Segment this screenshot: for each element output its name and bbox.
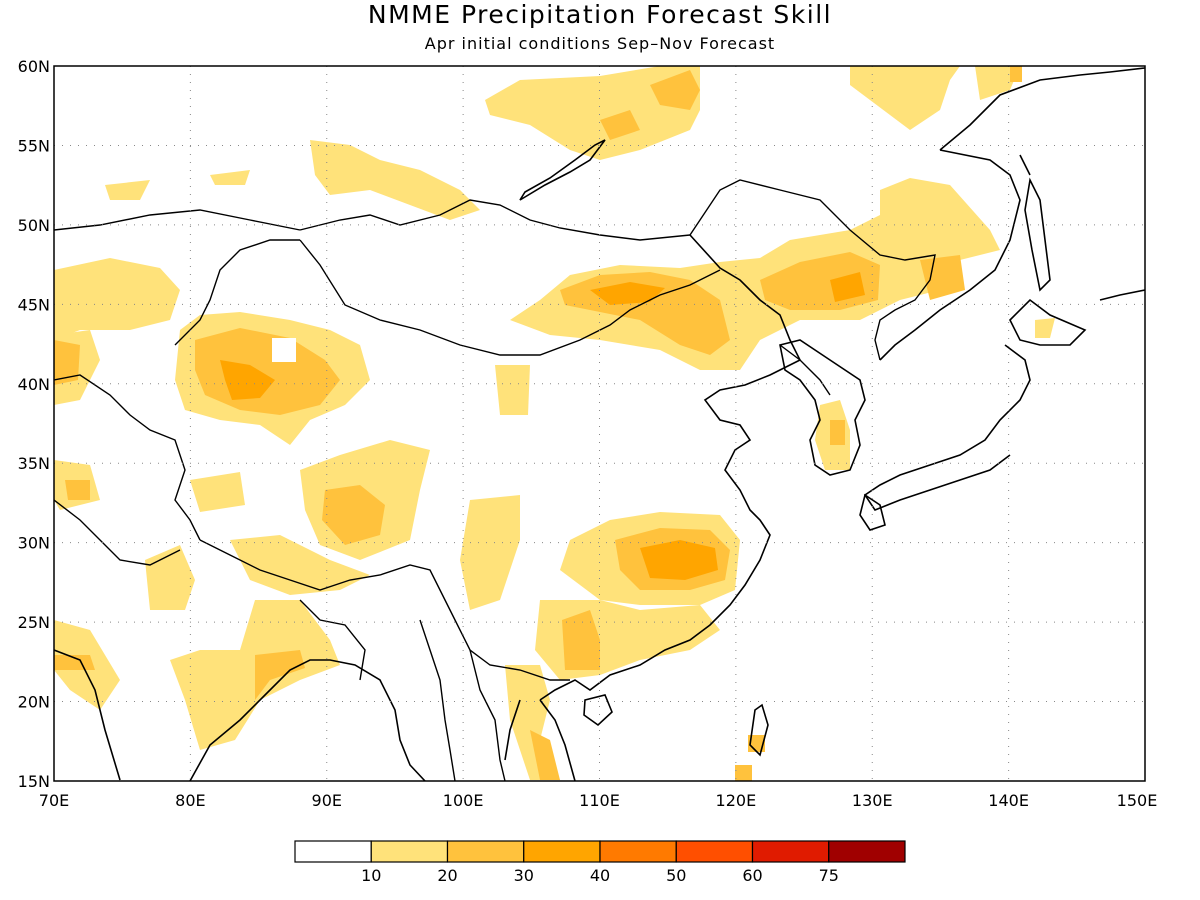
border-central-asia xyxy=(54,374,201,541)
colorbar-label: 10 xyxy=(361,866,381,885)
skill-region-west-small xyxy=(105,180,150,200)
lon-tick-label: 140E xyxy=(988,791,1029,810)
lon-tick-label: 80E xyxy=(175,791,205,810)
skill-region-xinjiang-hole xyxy=(272,338,296,362)
japan-hokkaido xyxy=(1009,298,1087,346)
colorbar-swatch xyxy=(370,840,449,863)
skill-region-mongolia-west xyxy=(310,140,480,220)
skill-region-korea-core xyxy=(830,420,845,445)
skill-region-amur-core xyxy=(920,255,965,300)
skill-region-sichuan xyxy=(460,495,520,610)
japan-honshu xyxy=(863,344,1031,511)
korea-peninsula xyxy=(779,339,866,476)
lon-tick-label: 100E xyxy=(443,791,484,810)
skill-region-indochina xyxy=(505,665,560,780)
skill-region-north-band xyxy=(485,66,700,160)
china-coast xyxy=(539,234,802,701)
skill-region-west-siberia xyxy=(210,170,250,185)
colorbar-swatch xyxy=(294,840,372,863)
lon-tick-label: 120E xyxy=(716,791,757,810)
colorbar-label: 40 xyxy=(590,866,610,885)
colorbar-swatch xyxy=(675,840,754,863)
map-subtitle: Apr initial conditions Sep–Nov Forecast xyxy=(424,34,776,53)
skill-region-baikal-core xyxy=(600,110,640,140)
lat-tick-label: 20N xyxy=(18,693,50,712)
colorbar-label: 50 xyxy=(666,866,686,885)
skill-region-tibet-core xyxy=(322,485,385,545)
skill-region-indochina-core xyxy=(530,730,560,780)
lat-tick-label: 30N xyxy=(18,534,50,553)
lat-tick-label: 55N xyxy=(18,136,50,155)
colorbar-label: 30 xyxy=(514,866,534,885)
lat-tick-label: 40N xyxy=(18,375,50,394)
border-korea-china xyxy=(779,344,831,396)
lat-tick-label: 60N xyxy=(18,57,50,76)
axis-labels: 70E 80E 90E 100E 110E 120E 130E 140E 150E 15N 20N 2… xyxy=(18,57,1158,810)
lon-tick-label: 110E xyxy=(579,791,620,810)
border-himalaya xyxy=(199,539,570,681)
lon-tick-label: 90E xyxy=(312,791,342,810)
hainan-island xyxy=(583,694,613,727)
skill-region-japan-north xyxy=(1035,318,1055,338)
taiwan-island xyxy=(749,703,769,757)
indochina-coast xyxy=(504,699,576,781)
skill-region-west-south-core xyxy=(65,480,90,500)
colorbar-label: 20 xyxy=(437,866,457,885)
india-coast xyxy=(54,649,426,781)
skill-region-baikal-core2 xyxy=(650,70,700,110)
lat-tick-label: 35N xyxy=(18,454,50,473)
skill-region-northeast-peak xyxy=(830,272,865,302)
russia-pacific-coast xyxy=(879,67,1145,361)
skill-region-inner-mongolia xyxy=(510,178,1000,370)
skill-region-far-north-east xyxy=(850,66,960,130)
japan-kyushu xyxy=(859,493,886,531)
colorbar-swatch xyxy=(523,840,601,863)
border-ne-china-russia xyxy=(689,179,936,361)
skill-shading xyxy=(54,66,1055,781)
lon-tick-label: 150E xyxy=(1117,791,1158,810)
colorbar: 10 20 30 40 50 60 75 xyxy=(294,840,906,885)
colorbar-label: 75 xyxy=(819,866,839,885)
border-mongolia-north xyxy=(299,199,691,241)
country-borders xyxy=(54,179,936,781)
skill-region-tibet-west xyxy=(190,472,245,512)
sakhalin-island xyxy=(1024,177,1051,292)
skill-region-himalaya xyxy=(230,535,370,595)
colorbar-swatch xyxy=(828,840,906,863)
colorbar-swatch xyxy=(751,840,830,863)
lon-tick-label: 70E xyxy=(39,791,69,810)
skill-region-ne-small-core xyxy=(1010,66,1022,82)
map-title: NMME Precipitation Forecast Skill xyxy=(367,0,833,29)
skill-region-india-east-core xyxy=(255,650,305,700)
skill-region-gansu xyxy=(495,365,530,415)
colorbar-swatch xyxy=(446,840,525,863)
skill-region-inner-mongolia-peak xyxy=(590,282,665,305)
skill-region-south-china xyxy=(535,600,720,680)
skill-region-south-china-core xyxy=(562,610,600,670)
lake-baikal xyxy=(519,139,606,201)
lat-tick-label: 15N xyxy=(18,772,50,791)
skill-region-yangtze-peak xyxy=(640,540,718,580)
skill-region-west-edge-core xyxy=(54,340,80,385)
map-frame xyxy=(53,65,1146,782)
colorbar-swatch xyxy=(599,840,677,863)
colorbar-label: 60 xyxy=(742,866,762,885)
skill-region-xinjiang-peak xyxy=(220,360,275,400)
coastlines xyxy=(54,67,1145,781)
kamchatka-hint xyxy=(1099,289,1145,301)
skill-region-kazakh xyxy=(54,258,180,340)
border-mongolia-south xyxy=(299,239,721,356)
lon-tick-label: 130E xyxy=(852,791,893,810)
border-kazakh-china xyxy=(54,209,301,346)
lat-tick-label: 25N xyxy=(18,613,50,632)
skill-region-india-sw-core xyxy=(54,655,95,670)
lat-tick-label: 45N xyxy=(18,295,50,314)
lat-tick-label: 50N xyxy=(18,216,50,235)
border-south-asia xyxy=(54,499,506,781)
skill-region-luzon xyxy=(735,765,752,781)
